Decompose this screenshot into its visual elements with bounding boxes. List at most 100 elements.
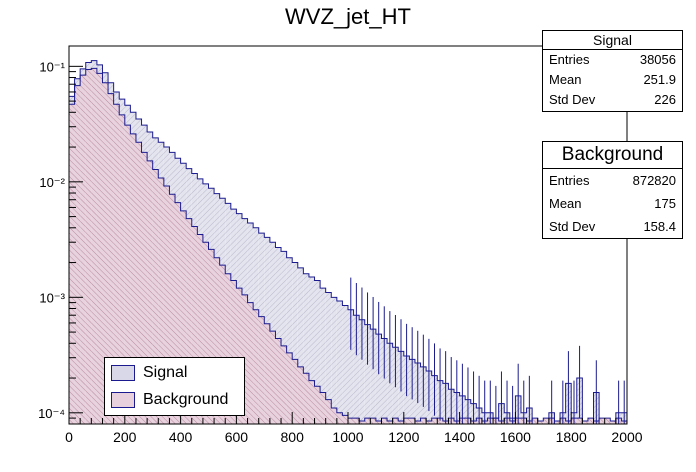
background-bin — [431, 418, 438, 424]
background-bin — [91, 68, 97, 424]
background-bin — [230, 280, 237, 424]
x-tick-label: 0 — [65, 429, 73, 445]
background-bin — [180, 210, 187, 424]
background-bin — [409, 418, 415, 424]
background-bin — [69, 104, 75, 425]
signal-bin — [336, 300, 343, 424]
background-bin — [381, 418, 388, 424]
x-tick-label: 600 — [225, 429, 249, 445]
stats-row: Mean 175 — [543, 192, 682, 215]
x-tick-label: 1000 — [332, 429, 363, 445]
background-bin — [348, 418, 354, 424]
background-stats-title: Background — [543, 142, 682, 169]
background-bin — [214, 257, 220, 424]
background-bin — [247, 302, 254, 424]
legend-swatch-background — [111, 392, 135, 408]
stats-row: Entries 38056 — [543, 50, 682, 70]
background-bin — [286, 352, 293, 424]
signal-bin — [303, 273, 309, 424]
stats-label: Mean — [549, 72, 582, 87]
legend: Signal Background — [104, 357, 245, 416]
background-bin — [191, 226, 198, 424]
background-bin — [208, 249, 215, 424]
background-bin — [152, 169, 159, 424]
background-bin — [392, 418, 399, 424]
stats-value: 158.4 — [643, 219, 676, 234]
stats-label: Std Dev — [549, 219, 596, 234]
background-bin — [437, 418, 443, 424]
background-bin — [113, 104, 120, 425]
background-bin — [258, 316, 265, 424]
signal-bin — [308, 276, 315, 424]
signal-bin — [286, 257, 293, 424]
background-bin — [610, 420, 616, 424]
background-bin — [554, 420, 561, 424]
signal-bin — [375, 334, 382, 424]
signal-bin — [353, 315, 360, 424]
background-bin — [325, 399, 332, 424]
y-tick-label: 10⁻¹ — [39, 59, 65, 74]
x-tick-label: 2000 — [611, 429, 642, 445]
stats-label: Mean — [549, 196, 582, 211]
x-tick-label: 800 — [281, 429, 305, 445]
background-bin — [543, 418, 549, 424]
background-bin — [308, 380, 315, 424]
stats-label: Std Dev — [549, 92, 596, 107]
background-bin — [85, 69, 92, 424]
signal-bin — [297, 267, 304, 424]
background-bin — [599, 418, 605, 424]
background-bin — [74, 85, 81, 425]
background-bin — [576, 418, 583, 424]
background-bin — [297, 366, 304, 424]
background-bin — [202, 242, 209, 424]
x-tick-label: 200 — [113, 429, 137, 445]
background-bin — [426, 420, 432, 424]
background-bin — [225, 273, 231, 424]
signal-bin — [331, 297, 337, 424]
stats-value: 872820 — [632, 173, 676, 188]
background-bin — [320, 392, 326, 424]
background-bin — [96, 73, 103, 424]
stats-value: 251.9 — [643, 72, 676, 87]
signal-bin — [359, 319, 365, 424]
background-bin — [186, 218, 192, 424]
stats-row: Std Dev 226 — [543, 90, 682, 110]
background-stats-box: Background Entries 872820 Mean 175 Std D… — [542, 141, 683, 239]
background-bin — [175, 202, 181, 424]
background-bin — [219, 265, 226, 424]
signal-bin — [364, 324, 371, 424]
background-bin — [587, 418, 594, 424]
background-bin — [403, 418, 410, 424]
x-tick-label: 1600 — [500, 429, 531, 445]
signal-bin — [314, 280, 321, 424]
background-bin — [141, 152, 148, 424]
stats-value: 38056 — [639, 52, 676, 67]
background-bin — [169, 194, 176, 424]
background-bin — [264, 323, 270, 424]
background-bin — [236, 288, 242, 424]
background-bin — [359, 420, 365, 424]
stats-value: 175 — [654, 196, 676, 211]
background-bin — [604, 418, 611, 424]
signal-series-line — [68, 60, 628, 425]
signal-bin — [292, 262, 298, 424]
background-bin — [80, 75, 86, 424]
background-bin — [102, 82, 109, 424]
stats-value: 226 — [654, 92, 676, 107]
background-bin — [331, 408, 337, 424]
background-bin — [532, 418, 538, 424]
background-bin — [342, 415, 348, 424]
background-bin — [537, 420, 544, 424]
background-bin — [163, 186, 170, 424]
background-bin — [158, 177, 164, 424]
background-bin — [387, 420, 393, 424]
background-bin — [269, 331, 276, 424]
signal-stats-box: Signal Entries 38056 Mean 251.9 Std Dev … — [542, 30, 683, 112]
x-tick-label: 1200 — [388, 429, 419, 445]
background-bin — [353, 418, 360, 424]
background-series-line — [68, 67, 628, 424]
background-bin — [364, 418, 371, 424]
signal-bin — [320, 288, 326, 424]
background-bin — [147, 160, 153, 424]
background-bin — [197, 234, 203, 424]
